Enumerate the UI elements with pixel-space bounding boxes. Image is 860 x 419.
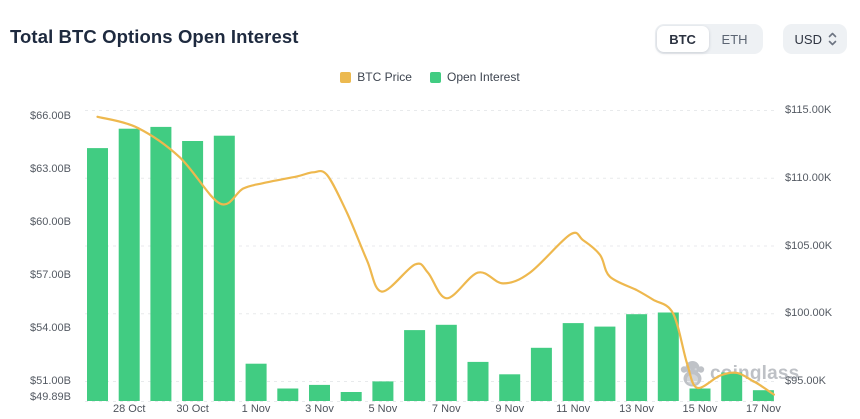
open-interest-bar[interactable] bbox=[530, 347, 552, 401]
open-interest-bar[interactable] bbox=[404, 330, 426, 401]
right-axis-tick: $95.00K bbox=[785, 375, 826, 387]
left-axis-tick: $63.00B bbox=[30, 163, 71, 176]
x-axis-tick: 30 Oct bbox=[176, 403, 209, 415]
open-interest-bar[interactable] bbox=[626, 314, 648, 401]
chevron-updown-icon bbox=[828, 32, 837, 46]
open-interest-bar[interactable] bbox=[340, 392, 362, 401]
open-interest-bar[interactable] bbox=[594, 326, 616, 401]
open-interest-bar[interactable] bbox=[372, 381, 394, 401]
x-axis-tick: 9 Nov bbox=[495, 403, 525, 415]
left-axis-tick: $66.00B bbox=[30, 110, 71, 123]
page-title: Total BTC Options Open Interest bbox=[10, 26, 299, 47]
header-controls: BTC ETH USD bbox=[654, 24, 847, 54]
left-axis-tick: $49.89B bbox=[30, 391, 71, 403]
open-interest-bar[interactable] bbox=[118, 128, 140, 401]
currency-label: USD bbox=[794, 31, 822, 47]
open-interest-bar[interactable] bbox=[689, 388, 711, 402]
open-interest-bar[interactable] bbox=[499, 374, 521, 401]
right-axis-tick: $105.00K bbox=[785, 239, 833, 252]
coin-toggle-group: BTC ETH bbox=[654, 24, 763, 54]
x-axis-tick: 17 Nov bbox=[745, 403, 781, 415]
open-interest-bar[interactable] bbox=[435, 324, 457, 401]
legend-item-btc-price[interactable]: BTC Price bbox=[340, 70, 412, 84]
open-interest-bar[interactable] bbox=[657, 312, 679, 402]
btc-toggle-button[interactable]: BTC bbox=[656, 26, 709, 52]
open-interest-bar[interactable] bbox=[213, 135, 235, 401]
btc-price-swatch-icon bbox=[340, 71, 352, 83]
x-axis-tick: 28 Oct bbox=[113, 403, 146, 415]
btc-price-line bbox=[96, 115, 775, 396]
open-interest-bar[interactable] bbox=[562, 323, 584, 401]
x-axis-tick: 3 Nov bbox=[305, 403, 334, 415]
open-interest-bar[interactable] bbox=[182, 141, 204, 401]
right-axis-tick: $115.00K bbox=[785, 104, 832, 116]
open-interest-swatch-icon bbox=[429, 71, 441, 83]
left-axis-tick: $57.00B bbox=[30, 269, 71, 282]
open-interest-bar[interactable] bbox=[721, 372, 743, 402]
x-axis-tick: 1 Nov bbox=[241, 403, 271, 415]
left-axis-tick: $60.00B bbox=[30, 216, 71, 229]
currency-select-button[interactable]: USD bbox=[782, 24, 847, 54]
open-interest-bar[interactable] bbox=[150, 126, 172, 402]
open-interest-bar[interactable] bbox=[245, 363, 267, 401]
open-interest-bar[interactable] bbox=[309, 384, 330, 401]
x-axis-tick: 7 Nov bbox=[431, 403, 461, 415]
x-axis-tick: 15 Nov bbox=[682, 403, 718, 415]
legend-label-open-interest: Open Interest bbox=[446, 70, 520, 84]
open-interest-bar[interactable] bbox=[467, 361, 489, 401]
left-axis-tick: $54.00B bbox=[30, 322, 71, 335]
legend-label-btc-price: BTC Price bbox=[357, 70, 412, 84]
left-axis-tick: $51.00B bbox=[30, 375, 71, 388]
open-interest-bar[interactable] bbox=[752, 390, 774, 401]
open-interest-bar[interactable] bbox=[277, 388, 299, 402]
open-interest-bar[interactable] bbox=[87, 148, 108, 401]
eth-toggle-button[interactable]: ETH bbox=[709, 26, 761, 52]
x-axis-tick: 13 Nov bbox=[619, 403, 654, 415]
x-axis-tick: 11 Nov bbox=[556, 403, 591, 415]
x-axis-tick: 5 Nov bbox=[368, 403, 398, 415]
legend-item-open-interest[interactable]: Open Interest bbox=[429, 70, 520, 84]
right-axis-tick: $100.00K bbox=[785, 307, 833, 320]
legend: BTC Price Open Interest bbox=[0, 70, 860, 84]
right-axis-tick: $110.00K bbox=[785, 171, 832, 184]
